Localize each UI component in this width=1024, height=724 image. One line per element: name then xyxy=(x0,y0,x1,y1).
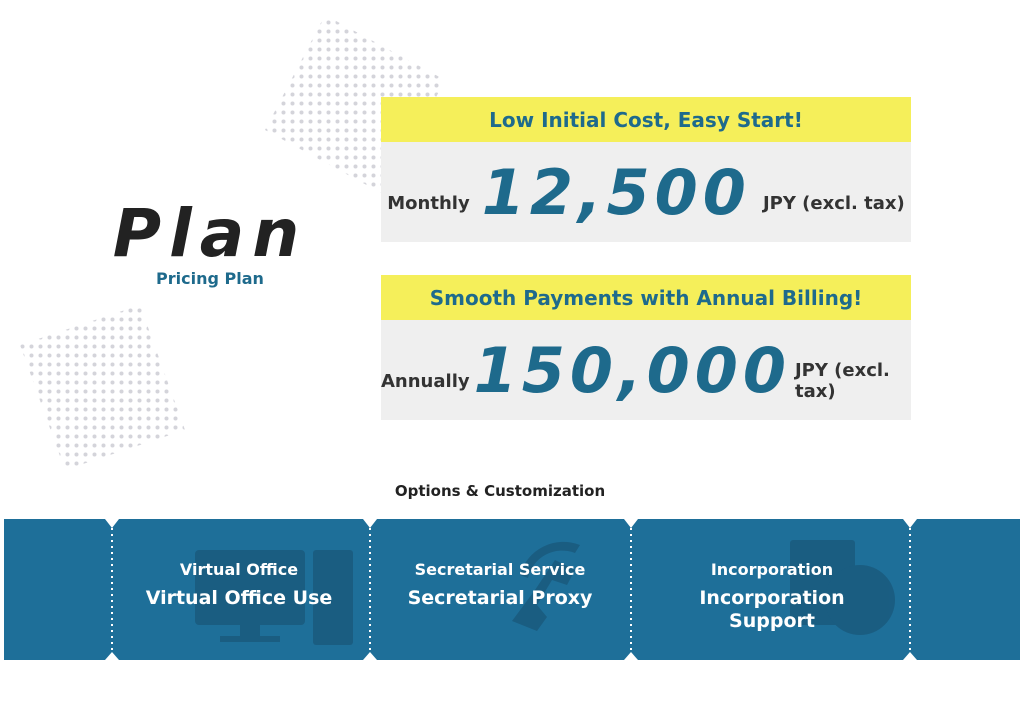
plan-tagline: Low Initial Cost, Easy Start! xyxy=(381,97,911,142)
unit: JPY (excl. tax) xyxy=(762,192,905,214)
period: Annually xyxy=(381,370,470,392)
option-category: Incorporation xyxy=(710,560,834,579)
option-category: Secretarial Service xyxy=(414,560,586,579)
price: 12,500 xyxy=(481,155,751,229)
plan-price-box: Monthly 12,500 JPY (excl. tax) xyxy=(381,142,911,242)
option-name: Virtual Office Use xyxy=(145,587,333,609)
plan-tagline: Smooth Payments with Annual Billing! xyxy=(381,275,911,320)
unit: JPY (excl. tax) xyxy=(794,360,890,402)
price: 150,000 xyxy=(473,333,791,407)
option: Incorporation Incorporation Support xyxy=(672,540,872,633)
subtitle: Pricing Plan xyxy=(156,269,264,288)
option-name: Secretarial Proxy xyxy=(407,587,593,609)
icons xyxy=(195,540,895,645)
title: Plan xyxy=(112,195,308,272)
notches xyxy=(105,519,917,660)
option: Virtual Office Virtual Office Use xyxy=(119,540,359,609)
separators xyxy=(111,528,911,652)
options-title: Options & Customization xyxy=(394,482,606,500)
option-category: Virtual Office xyxy=(179,560,299,579)
plan-price-box: Annually 150,000 JPY (excl. tax) xyxy=(381,320,911,420)
dot-pattern xyxy=(20,305,185,470)
option-name: Incorporation Support xyxy=(699,587,845,632)
period: Monthly xyxy=(387,192,470,214)
option: Secretarial Service Secretarial Proxy xyxy=(380,540,620,609)
